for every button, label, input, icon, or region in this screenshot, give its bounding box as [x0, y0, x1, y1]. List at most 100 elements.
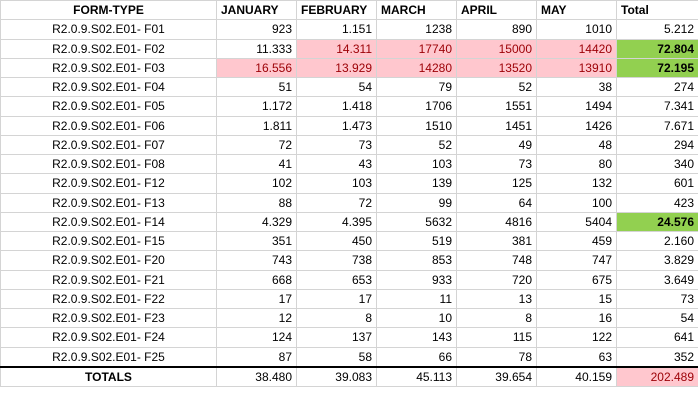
april-cell[interactable]: 49	[456, 134, 537, 156]
total-cell[interactable]: 5.212	[616, 19, 698, 40]
january-cell[interactable]: 88	[216, 192, 297, 213]
april-cell[interactable]: 720	[456, 269, 537, 290]
february-cell[interactable]: 17	[296, 288, 377, 310]
form-type-cell[interactable]: R2.0.9.S02.E01- F14	[0, 211, 217, 233]
february-cell[interactable]: 43	[296, 153, 377, 175]
april-cell[interactable]: 8	[456, 307, 537, 329]
january-cell[interactable]: 102	[216, 173, 297, 194]
march-cell[interactable]: 1238	[376, 19, 457, 40]
february-cell[interactable]: 14.311	[296, 38, 377, 59]
form-type-cell[interactable]: R2.0.9.S02.E01- F03	[0, 57, 217, 79]
april-cell[interactable]: 73	[456, 153, 537, 175]
march-cell[interactable]: 139	[376, 173, 457, 194]
february-total-cell[interactable]: 39.083	[296, 365, 377, 387]
total-cell[interactable]: 7.671	[616, 115, 698, 136]
march-cell[interactable]: 143	[376, 327, 457, 348]
january-cell[interactable]: 1.172	[216, 96, 297, 117]
form-type-cell[interactable]: R2.0.9.S02.E01- F08	[0, 153, 217, 175]
february-cell[interactable]: 73	[296, 134, 377, 156]
header-april[interactable]: APRIL	[456, 0, 537, 21]
form-type-cell[interactable]: R2.0.9.S02.E01- F04	[0, 76, 217, 98]
may-cell[interactable]: 5404	[536, 211, 617, 233]
february-cell[interactable]: 1.418	[296, 96, 377, 117]
january-cell[interactable]: 124	[216, 327, 297, 348]
may-cell[interactable]: 80	[536, 153, 617, 175]
form-type-cell[interactable]: R2.0.9.S02.E01- F25	[0, 346, 217, 367]
form-type-cell[interactable]: R2.0.9.S02.E01- F06	[0, 115, 217, 136]
may-cell[interactable]: 747	[536, 250, 617, 271]
may-cell[interactable]: 1426	[536, 115, 617, 136]
april-cell[interactable]: 15000	[456, 38, 537, 59]
total-cell[interactable]: 3.829	[616, 250, 698, 271]
total-cell[interactable]: 54	[616, 307, 698, 329]
february-cell[interactable]: 1.151	[296, 19, 377, 40]
february-cell[interactable]: 58	[296, 346, 377, 367]
total-cell[interactable]: 7.341	[616, 96, 698, 117]
february-cell[interactable]: 54	[296, 76, 377, 98]
total-cell[interactable]: 2.160	[616, 230, 698, 252]
may-total-cell[interactable]: 40.159	[536, 365, 617, 387]
march-cell[interactable]: 519	[376, 230, 457, 252]
february-cell[interactable]: 8	[296, 307, 377, 329]
february-cell[interactable]: 738	[296, 250, 377, 271]
total-cell[interactable]: 352	[616, 346, 698, 367]
march-cell[interactable]: 1706	[376, 96, 457, 117]
march-cell[interactable]: 933	[376, 269, 457, 290]
january-cell[interactable]: 51	[216, 76, 297, 98]
form-type-cell[interactable]: R2.0.9.S02.E01- F23	[0, 307, 217, 329]
may-cell[interactable]: 122	[536, 327, 617, 348]
january-cell[interactable]: 41	[216, 153, 297, 175]
may-cell[interactable]: 63	[536, 346, 617, 367]
march-cell[interactable]: 14280	[376, 57, 457, 79]
april-cell[interactable]: 381	[456, 230, 537, 252]
february-cell[interactable]: 4.395	[296, 211, 377, 233]
march-cell[interactable]: 10	[376, 307, 457, 329]
totals-label[interactable]: TOTALS	[0, 365, 217, 387]
february-cell[interactable]: 72	[296, 192, 377, 213]
grand-total-cell[interactable]: 202.489	[616, 365, 698, 387]
january-cell[interactable]: 11.333	[216, 38, 297, 59]
april-cell[interactable]: 13	[456, 288, 537, 310]
total-cell[interactable]: 72.804	[616, 38, 698, 59]
january-cell[interactable]: 923	[216, 19, 297, 40]
may-cell[interactable]: 1494	[536, 96, 617, 117]
april-cell[interactable]: 890	[456, 19, 537, 40]
march-cell[interactable]: 5632	[376, 211, 457, 233]
march-cell[interactable]: 17740	[376, 38, 457, 59]
total-cell[interactable]: 73	[616, 288, 698, 310]
may-cell[interactable]: 132	[536, 173, 617, 194]
april-cell[interactable]: 4816	[456, 211, 537, 233]
january-cell[interactable]: 17	[216, 288, 297, 310]
total-cell[interactable]: 72.195	[616, 57, 698, 79]
april-cell[interactable]: 1551	[456, 96, 537, 117]
april-cell[interactable]: 115	[456, 327, 537, 348]
january-cell[interactable]: 16.556	[216, 57, 297, 79]
february-cell[interactable]: 450	[296, 230, 377, 252]
january-cell[interactable]: 12	[216, 307, 297, 329]
january-cell[interactable]: 4.329	[216, 211, 297, 233]
january-cell[interactable]: 351	[216, 230, 297, 252]
header-may[interactable]: MAY	[536, 0, 617, 21]
may-cell[interactable]: 13910	[536, 57, 617, 79]
may-cell[interactable]: 459	[536, 230, 617, 252]
march-cell[interactable]: 52	[376, 134, 457, 156]
header-form-type[interactable]: FORM-TYPE	[0, 0, 217, 21]
form-type-cell[interactable]: R2.0.9.S02.E01- F13	[0, 192, 217, 213]
may-cell[interactable]: 38	[536, 76, 617, 98]
march-cell[interactable]: 99	[376, 192, 457, 213]
may-cell[interactable]: 1010	[536, 19, 617, 40]
total-cell[interactable]: 294	[616, 134, 698, 156]
april-cell[interactable]: 13520	[456, 57, 537, 79]
total-cell[interactable]: 340	[616, 153, 698, 175]
total-cell[interactable]: 641	[616, 327, 698, 348]
april-cell[interactable]: 78	[456, 346, 537, 367]
february-cell[interactable]: 1.473	[296, 115, 377, 136]
march-cell[interactable]: 11	[376, 288, 457, 310]
march-cell[interactable]: 103	[376, 153, 457, 175]
header-march[interactable]: MARCH	[376, 0, 457, 21]
march-cell[interactable]: 853	[376, 250, 457, 271]
january-cell[interactable]: 743	[216, 250, 297, 271]
march-total-cell[interactable]: 45.113	[376, 365, 457, 387]
january-cell[interactable]: 87	[216, 346, 297, 367]
january-total-cell[interactable]: 38.480	[216, 365, 297, 387]
